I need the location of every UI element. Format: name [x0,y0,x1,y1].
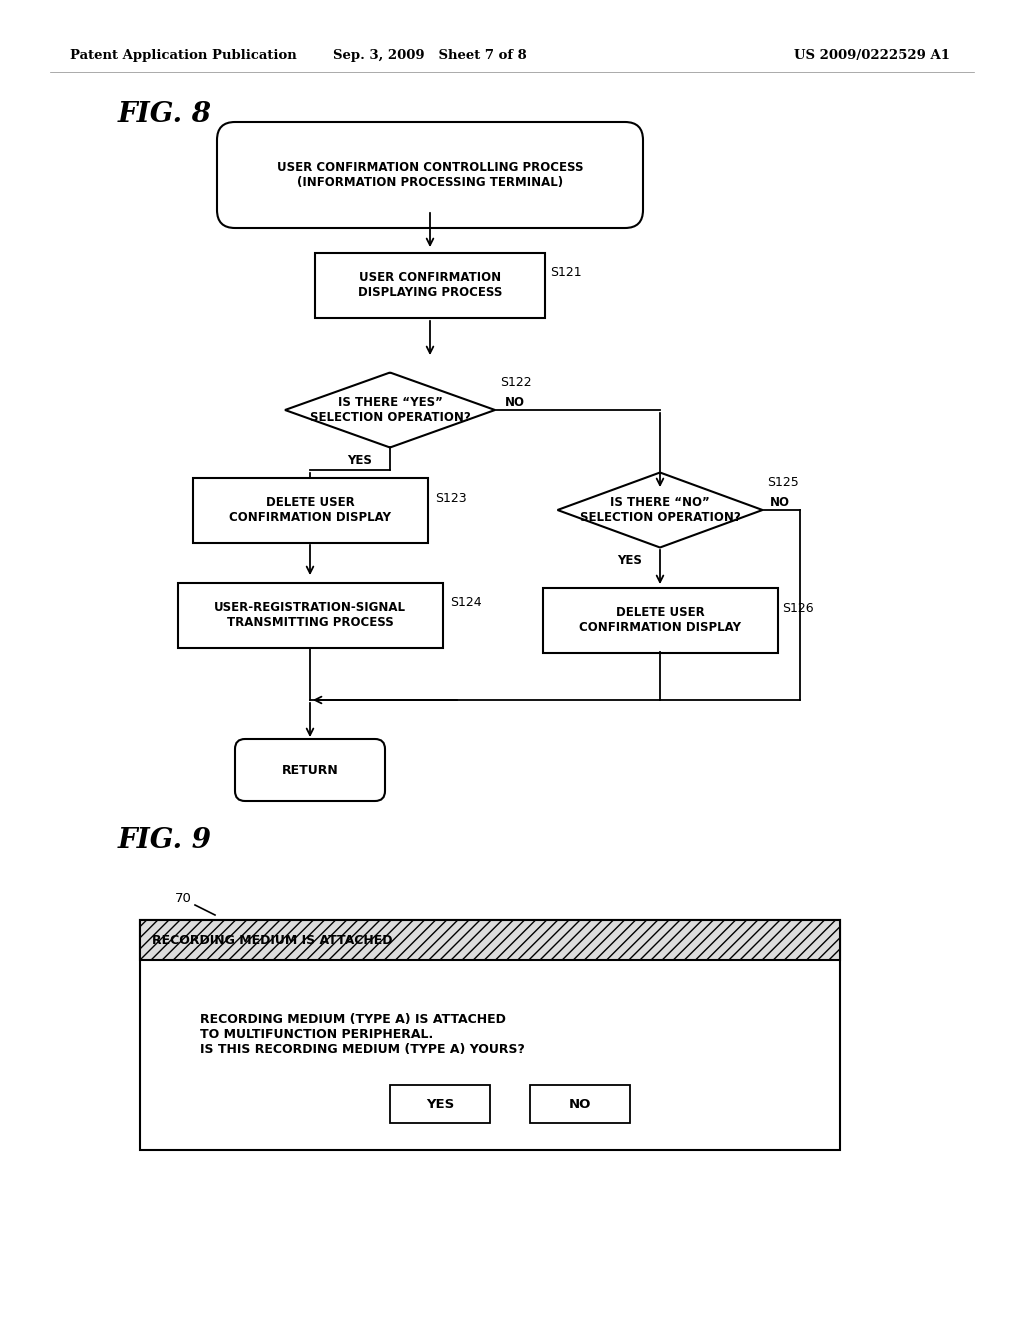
Text: S125: S125 [767,475,799,488]
Text: S121: S121 [550,267,582,280]
Polygon shape [285,372,495,447]
Text: USER CONFIRMATION
DISPLAYING PROCESS: USER CONFIRMATION DISPLAYING PROCESS [357,271,502,300]
Text: S123: S123 [435,491,467,504]
Text: RETURN: RETURN [282,763,338,776]
Text: NO: NO [505,396,525,408]
Text: YES: YES [617,553,642,566]
Text: US 2009/0222529 A1: US 2009/0222529 A1 [794,49,950,62]
Bar [530,1085,630,1123]
Text: S122: S122 [500,375,531,388]
Bar [177,582,442,648]
Text: 70: 70 [175,891,191,904]
Bar [543,587,777,652]
Text: NO: NO [568,1097,591,1110]
Bar [390,1085,490,1123]
Bar [315,252,545,318]
Bar [140,920,840,1150]
Text: YES: YES [426,1097,454,1110]
FancyBboxPatch shape [234,739,385,801]
Text: S124: S124 [450,597,481,610]
FancyBboxPatch shape [217,121,643,228]
Text: DELETE USER
CONFIRMATION DISPLAY: DELETE USER CONFIRMATION DISPLAY [229,496,391,524]
Text: RECORDING MEDIUM (TYPE A) IS ATTACHED
TO MULTIFUNCTION PERIPHERAL.
IS THIS RECOR: RECORDING MEDIUM (TYPE A) IS ATTACHED TO… [200,1014,525,1056]
Text: DELETE USER
CONFIRMATION DISPLAY: DELETE USER CONFIRMATION DISPLAY [579,606,741,634]
Text: Patent Application Publication: Patent Application Publication [70,49,297,62]
Polygon shape [557,473,763,548]
Text: USER CONFIRMATION CONTROLLING PROCESS
(INFORMATION PROCESSING TERMINAL): USER CONFIRMATION CONTROLLING PROCESS (I… [276,161,584,189]
Text: S126: S126 [782,602,814,615]
Text: RECORDING MEDIUM IS ATTACHED: RECORDING MEDIUM IS ATTACHED [152,933,392,946]
Bar [140,920,840,960]
Bar [193,478,427,543]
Text: USER-REGISTRATION-SIGNAL
TRANSMITTING PROCESS: USER-REGISTRATION-SIGNAL TRANSMITTING PR… [214,601,406,630]
Text: Sep. 3, 2009   Sheet 7 of 8: Sep. 3, 2009 Sheet 7 of 8 [333,49,527,62]
Text: NO: NO [770,495,790,508]
Text: FIG. 9: FIG. 9 [118,826,212,854]
Text: IS THERE “NO”
SELECTION OPERATION?: IS THERE “NO” SELECTION OPERATION? [580,496,740,524]
Text: FIG. 8: FIG. 8 [118,102,212,128]
Text: YES: YES [347,454,373,466]
Text: IS THERE “YES”
SELECTION OPERATION?: IS THERE “YES” SELECTION OPERATION? [309,396,470,424]
